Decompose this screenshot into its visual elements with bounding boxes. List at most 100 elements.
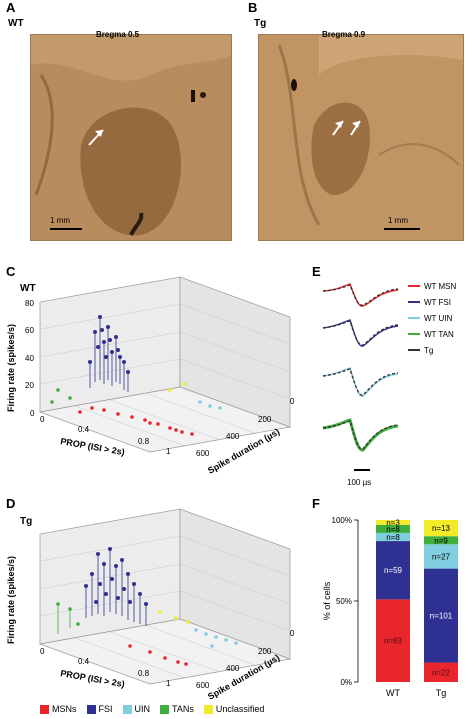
celltype-legend: MSNs FSI UIN TANs Unclassified	[40, 704, 264, 714]
bar-label-tg-unclassified: n=13	[432, 524, 451, 533]
wt-z-tick-20: 20	[25, 381, 34, 390]
waveform-legend-item: WT FSI	[408, 294, 472, 310]
legend-label: TANs	[172, 704, 194, 714]
bar-label-tg-tans: n=9	[434, 536, 448, 545]
legend-swatch	[408, 285, 420, 287]
scatter3d-wt-grid	[39, 303, 291, 447]
bar-segment-tg-uin	[424, 544, 458, 569]
panel-letter-f: F	[312, 496, 320, 511]
panel-b-condition: Tg	[254, 18, 267, 29]
panel-a-bregma: Bregma 0.5	[96, 30, 140, 39]
legend-item-tans: TANs	[160, 704, 194, 714]
waveform-scale-label: 100 µs	[347, 478, 372, 487]
legend-item-unclassified: Unclassified	[203, 704, 265, 714]
y-tick-label: 100%	[332, 516, 352, 525]
legend-swatch	[408, 317, 420, 319]
tg-y-tick-200: 200	[258, 647, 272, 656]
bar-segment-wt-fsi	[376, 541, 410, 600]
bar-segment-tg-fsi	[424, 568, 458, 663]
tg-zlabel: Firing rate (spikes/s)	[6, 556, 16, 644]
panel-a-condition: WT	[8, 18, 24, 29]
waveform-legend: WT MSN WT FSI WT UIN WT TAN Tg	[408, 278, 472, 358]
wt-x-tick-1: 1	[166, 447, 171, 456]
wt-x-tick-0: 0	[40, 415, 45, 424]
tg-x-tick-08: 0.8	[138, 669, 150, 678]
panel-c-condition: WT	[20, 283, 36, 294]
legend-swatch	[40, 704, 49, 714]
wt-y-tick-0: 0	[290, 397, 295, 406]
bar-label-tg-uin: n=27	[432, 552, 451, 561]
panel-a-scalebar	[50, 228, 82, 230]
legend-item-fsi: FSI	[86, 704, 113, 714]
legend-item-msns: MSNs	[40, 704, 77, 714]
tg-x-tick-0: 0	[40, 647, 45, 656]
tg-y-tick-600: 600	[196, 681, 210, 690]
category-label-tg: Tg	[436, 688, 447, 698]
waveform-legend-label: WT MSN	[424, 281, 457, 291]
legend-label: Unclassified	[215, 704, 265, 714]
bar-label-tg-fsi: n=101	[430, 612, 453, 621]
legend-swatch	[86, 704, 96, 714]
tg-x-tick-04: 0.4	[78, 657, 90, 666]
wt-y-tick-200: 200	[258, 415, 272, 424]
wt-z-tick-40: 40	[25, 354, 34, 363]
waveform-tg-1	[322, 284, 399, 306]
legend-label: MSNs	[52, 704, 77, 714]
wt-x-tick-08: 0.8	[138, 437, 150, 446]
bar-label-wt-uin: n=8	[386, 533, 400, 542]
wt-x-tick-04: 0.4	[78, 425, 90, 434]
waveform-legend-item: WT UIN	[408, 310, 472, 326]
y-tick-label: 50%	[336, 597, 352, 606]
panel-b-scale-label: 1 mm	[388, 216, 408, 225]
panel-b-scalebar	[384, 228, 420, 230]
bar-label-wt-tans: n=8	[386, 525, 400, 534]
panel-letter-b: B	[248, 0, 258, 15]
wt-z-tick-60: 60	[25, 326, 34, 335]
waveform-legend-item: WT TAN	[408, 326, 472, 342]
waveform-legend-label: WT FSI	[424, 297, 451, 307]
waveform-tg-4	[322, 420, 399, 450]
waveform-legend-item: Tg	[408, 342, 472, 358]
waveforms	[322, 283, 399, 471]
micrograph-wt	[30, 34, 232, 241]
wt-zlabel: Firing rate (spikes/s)	[6, 324, 16, 412]
scatter3d-wt-points	[50, 315, 222, 436]
scatter3d-tg: 0 0.4 0.8 1 0 200 400 600 Firing rate (s…	[6, 508, 295, 702]
waveform-wt-msn	[322, 283, 399, 307]
legend-item-uin: UIN	[122, 704, 151, 714]
wt-z-tick-0: 0	[30, 409, 35, 418]
tg-x-tick-1: 1	[166, 679, 171, 688]
wt-z-tick-80: 80	[25, 299, 34, 308]
waveform-tg-3	[322, 368, 399, 396]
micrograph-tg-art	[259, 35, 463, 240]
micrograph-tg	[258, 34, 464, 241]
panel-letter-a: A	[6, 0, 16, 15]
micrograph-wt-art	[31, 35, 231, 240]
waveform-wt-uin	[322, 367, 399, 397]
panel-d-condition: Tg	[20, 516, 33, 527]
waveform-legend-item: WT MSN	[408, 278, 472, 294]
bar-segment-wt-unclassified	[376, 520, 410, 525]
wt-y-tick-400: 400	[226, 432, 240, 441]
bar-label-wt-unclassified: n=3	[386, 518, 400, 527]
bar-label-wt-msns: n=83	[384, 637, 403, 646]
panel-letter-d: D	[6, 496, 16, 511]
stacked-bar-chart: 100% 50% 0% % of cells n=83n=59n=8n=8n=3…	[322, 516, 458, 698]
panel-b-bregma: Bregma 0.9	[322, 30, 366, 39]
legend-swatch	[203, 704, 213, 714]
panel-letter-e: E	[312, 264, 321, 279]
legend-swatch	[122, 704, 132, 714]
bar-segment-wt-msns	[376, 599, 410, 682]
waveform-wt-fsi	[322, 319, 399, 347]
legend-swatch	[408, 333, 420, 335]
scatter3d-wt-ticks: 0 20 40 60 80 0 0.4 0.8 1 0 200 400 600	[25, 299, 295, 458]
scatter3d-tg-points	[56, 547, 238, 666]
legend-label: UIN	[134, 704, 151, 714]
waveform-legend-label: Tg	[424, 345, 434, 355]
tg-y-tick-400: 400	[226, 664, 240, 673]
bar-segment-tg-msns	[424, 662, 458, 682]
category-label-wt: WT	[386, 688, 400, 698]
bar-segment-wt-uin	[376, 532, 410, 542]
bar-segment-tg-unclassified	[424, 520, 458, 537]
